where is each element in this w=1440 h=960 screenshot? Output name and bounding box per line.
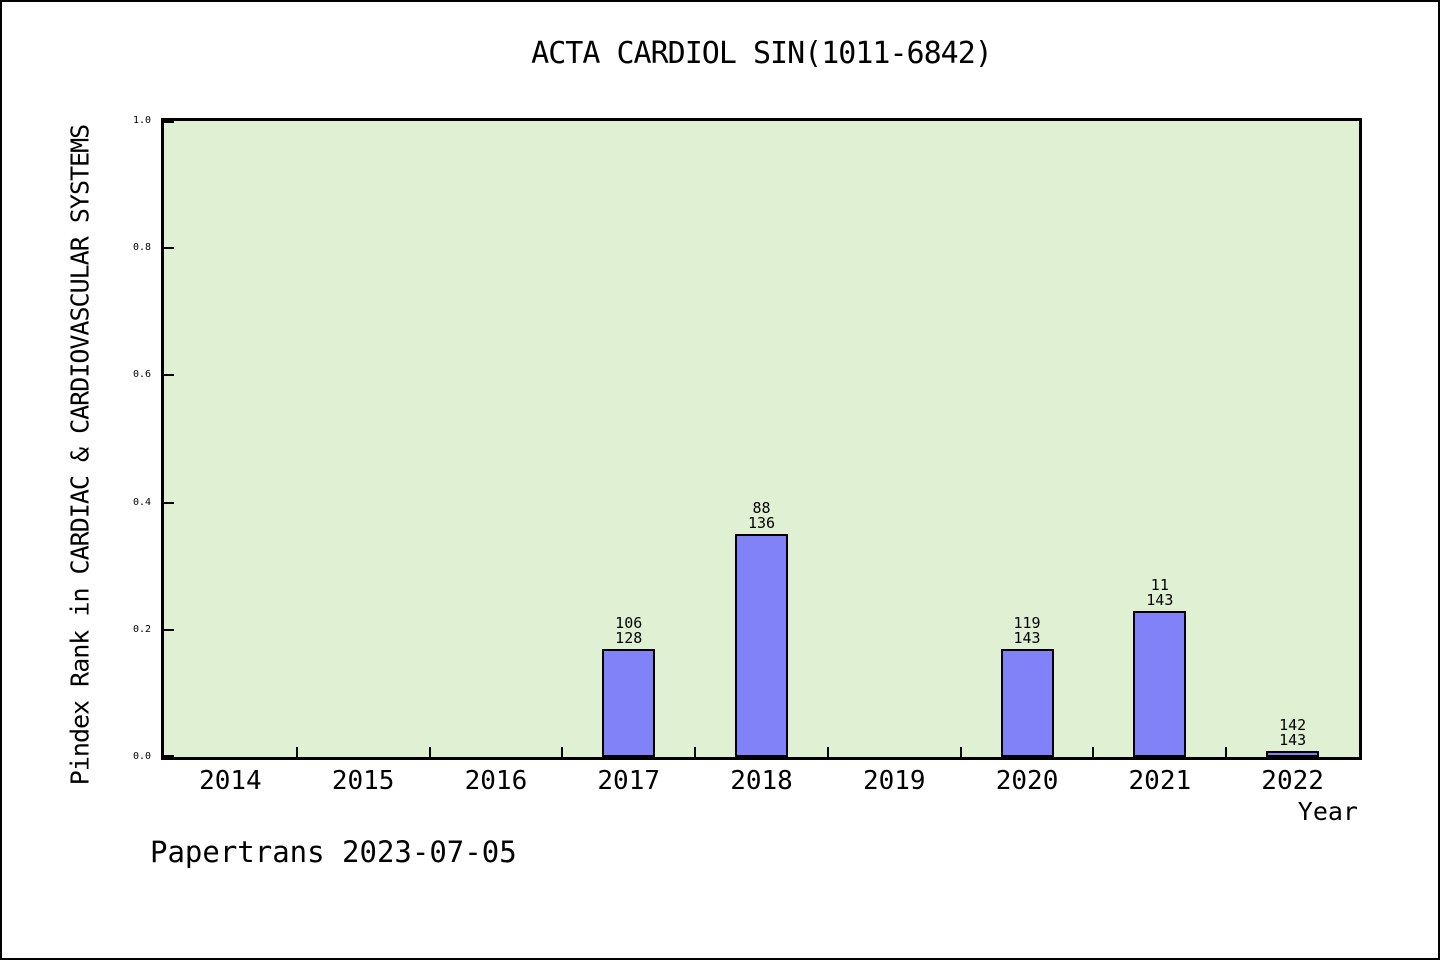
y-tick-label: 0.4 xyxy=(132,496,151,508)
x-tick-label: 2018 xyxy=(730,766,793,796)
y-axis-label: Pindex Rank in CARDIAC & CARDIOVASCULAR … xyxy=(65,124,95,786)
bar-label-total: 143 xyxy=(1013,629,1041,647)
bar-2021 xyxy=(1133,611,1187,757)
bar-label-rank: 142 xyxy=(1279,716,1307,734)
y-tick-label: 0.2 xyxy=(132,623,151,635)
bar-label-total: 143 xyxy=(1146,591,1174,609)
x-tick-mark xyxy=(428,747,431,757)
bar-2017 xyxy=(602,649,656,757)
x-tick-label: 2022 xyxy=(1261,766,1324,796)
x-tick-label: 2015 xyxy=(331,766,395,796)
bar-2020 xyxy=(1000,649,1054,757)
x-tick-label: 2014 xyxy=(199,766,262,796)
plot-area: 106 128 88 136 119 143 11 143 142 143 xyxy=(161,118,1362,760)
y-tick-label: 0.8 xyxy=(132,242,151,254)
bar-label-2022: 142 143 xyxy=(1279,718,1306,748)
x-tick-label: 2016 xyxy=(464,766,528,796)
x-tick-label: 2019 xyxy=(862,766,926,796)
bar-label-total: 136 xyxy=(747,514,776,532)
watermark-text: Papertrans 2023-07-05 xyxy=(150,835,517,869)
x-tick-mark xyxy=(959,747,962,757)
bar-label-2020: 119 143 xyxy=(1014,616,1041,646)
x-tick-label: 2017 xyxy=(597,766,661,796)
bar-label-total: 128 xyxy=(615,629,643,647)
y-tick-label: 0.0 xyxy=(132,751,151,762)
bar-label-rank: 88 xyxy=(752,499,771,517)
bar-label-2018: 88 136 xyxy=(748,501,775,531)
x-tick-mark xyxy=(826,747,829,757)
y-tick-mark xyxy=(164,755,174,757)
bar-label-rank: 119 xyxy=(1013,614,1041,632)
x-tick-mark xyxy=(1225,747,1228,757)
x-tick-label: 2021 xyxy=(1128,766,1192,796)
x-tick-mark xyxy=(1092,747,1095,757)
bar-label-2017: 106 128 xyxy=(615,616,642,646)
bar-label-total: 143 xyxy=(1279,731,1307,749)
bar-label-2021: 11 143 xyxy=(1146,578,1173,608)
x-tick-label: 2020 xyxy=(995,766,1059,796)
x-tick-mark xyxy=(561,747,564,757)
y-tick-mark xyxy=(164,247,174,250)
y-tick-mark xyxy=(164,374,174,377)
x-tick-mark xyxy=(295,747,298,757)
y-tick-label: 1.0 xyxy=(132,115,151,126)
y-tick-mark xyxy=(164,501,174,504)
y-tick-mark xyxy=(164,628,174,631)
bar-2022 xyxy=(1266,751,1320,757)
bar-label-rank: 106 xyxy=(615,614,643,632)
x-tick-mark xyxy=(694,747,697,757)
y-tick-label: 0.6 xyxy=(132,369,151,381)
chart-title: ACTA CARDIOL SIN(1011-6842) xyxy=(531,36,993,71)
bar-label-rank: 11 xyxy=(1150,576,1169,594)
y-tick-mark xyxy=(164,121,174,123)
bar-2018 xyxy=(735,534,788,757)
x-axis-label: Year xyxy=(1297,797,1358,826)
